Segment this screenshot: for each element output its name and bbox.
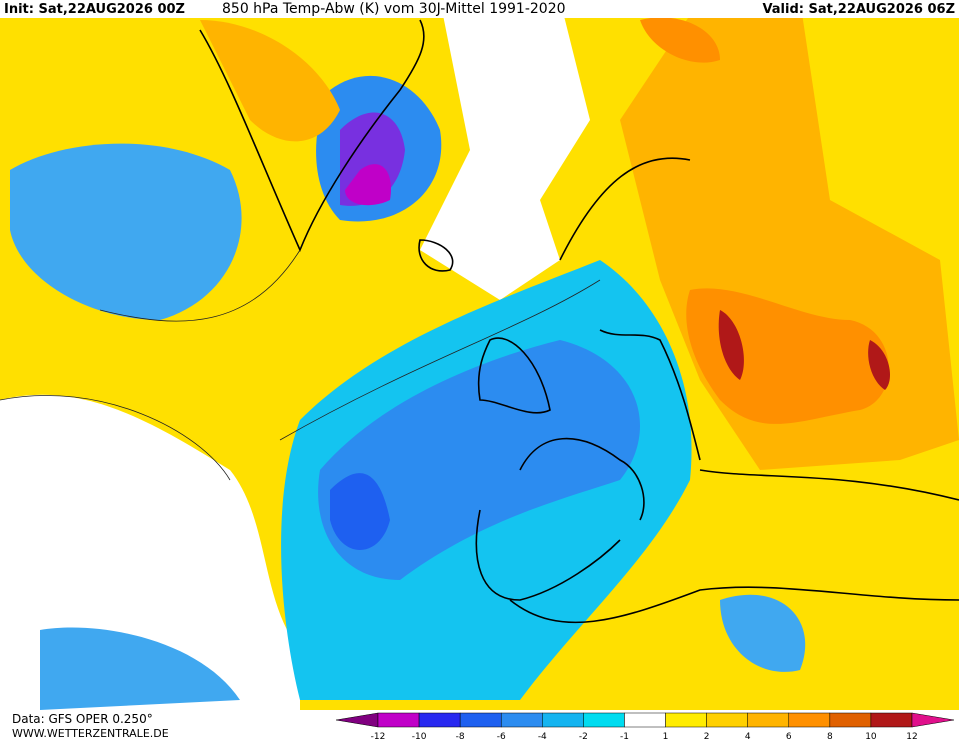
colorbar-tick-label: 12: [906, 732, 917, 741]
colorbar-segment: [870, 712, 913, 728]
cold-anomaly: [10, 143, 242, 320]
warm-anomaly: [868, 340, 890, 390]
warm-anomaly: [686, 288, 889, 424]
neutral-area: [420, 0, 590, 300]
map-title: 850 hPa Temp-Abw (K) vom 30J-Mittel 1991…: [222, 1, 566, 17]
isoline: [0, 249, 601, 481]
colorbar-tick-label: 10: [865, 732, 877, 741]
cold-anomaly: [330, 473, 390, 550]
coastline: [199, 19, 425, 253]
cold-anomaly: [345, 164, 391, 206]
warm-anomaly: [640, 17, 720, 63]
data-source: Data: GFS OPER 0.250°: [12, 712, 153, 726]
coastline: [477, 337, 551, 414]
colorbar-tick-label: 2: [704, 732, 710, 741]
colorbar-segment: [583, 712, 625, 728]
colorbar-tick-label: 4: [745, 732, 751, 741]
colorbar-segment: [542, 712, 584, 728]
coastline: [475, 157, 959, 624]
cold-anomaly: [318, 340, 640, 580]
coastline: [418, 239, 454, 272]
colorbar-segment: [500, 712, 543, 728]
source-url: WWW.WETTERZENTRALE.DE: [12, 727, 169, 740]
cold-anomaly: [720, 594, 806, 672]
colorbar-tick-label: 1: [663, 732, 669, 741]
colorbar-segment: [418, 712, 461, 728]
colorbar-tick-label: -4: [538, 732, 547, 741]
colorbar-tick-label: -10: [412, 732, 427, 741]
colorbar-segment: [747, 712, 790, 728]
init-time: Init: Sat,22AUG2026 00Z: [4, 2, 185, 17]
colorbar-segment: [624, 712, 666, 728]
map: [0, 0, 959, 710]
colorbar-tick-label: -8: [456, 732, 465, 741]
colorbar-segment: [665, 712, 707, 728]
colorbar-tick-label: -1: [620, 732, 629, 741]
colorbar-segment: [706, 712, 748, 728]
colorbar-tick-label: -6: [497, 732, 506, 741]
header-bar: [0, 0, 959, 18]
colorbar-arrow: [911, 712, 955, 728]
colorbar-tick-label: -2: [579, 732, 588, 741]
warm-anomaly: [200, 20, 340, 142]
valid-time: Valid: Sat,22AUG2026 06Z: [762, 2, 955, 17]
colorbar-segment: [788, 712, 831, 728]
colorbar-tick-label: -12: [371, 732, 386, 741]
colorbar-segment: [829, 712, 872, 728]
colorbar-segment: [459, 712, 502, 728]
colorbar: -12 -10 -8 -6 -4 -2 -1 1 2 4 6 8 10 12: [335, 712, 955, 741]
cold-anomaly: [40, 627, 240, 710]
colorbar-tick-label: 6: [786, 732, 792, 741]
colorbar-tick-label: 8: [827, 732, 833, 741]
warm-anomaly: [718, 310, 744, 380]
colorbar-segment: [377, 712, 420, 728]
